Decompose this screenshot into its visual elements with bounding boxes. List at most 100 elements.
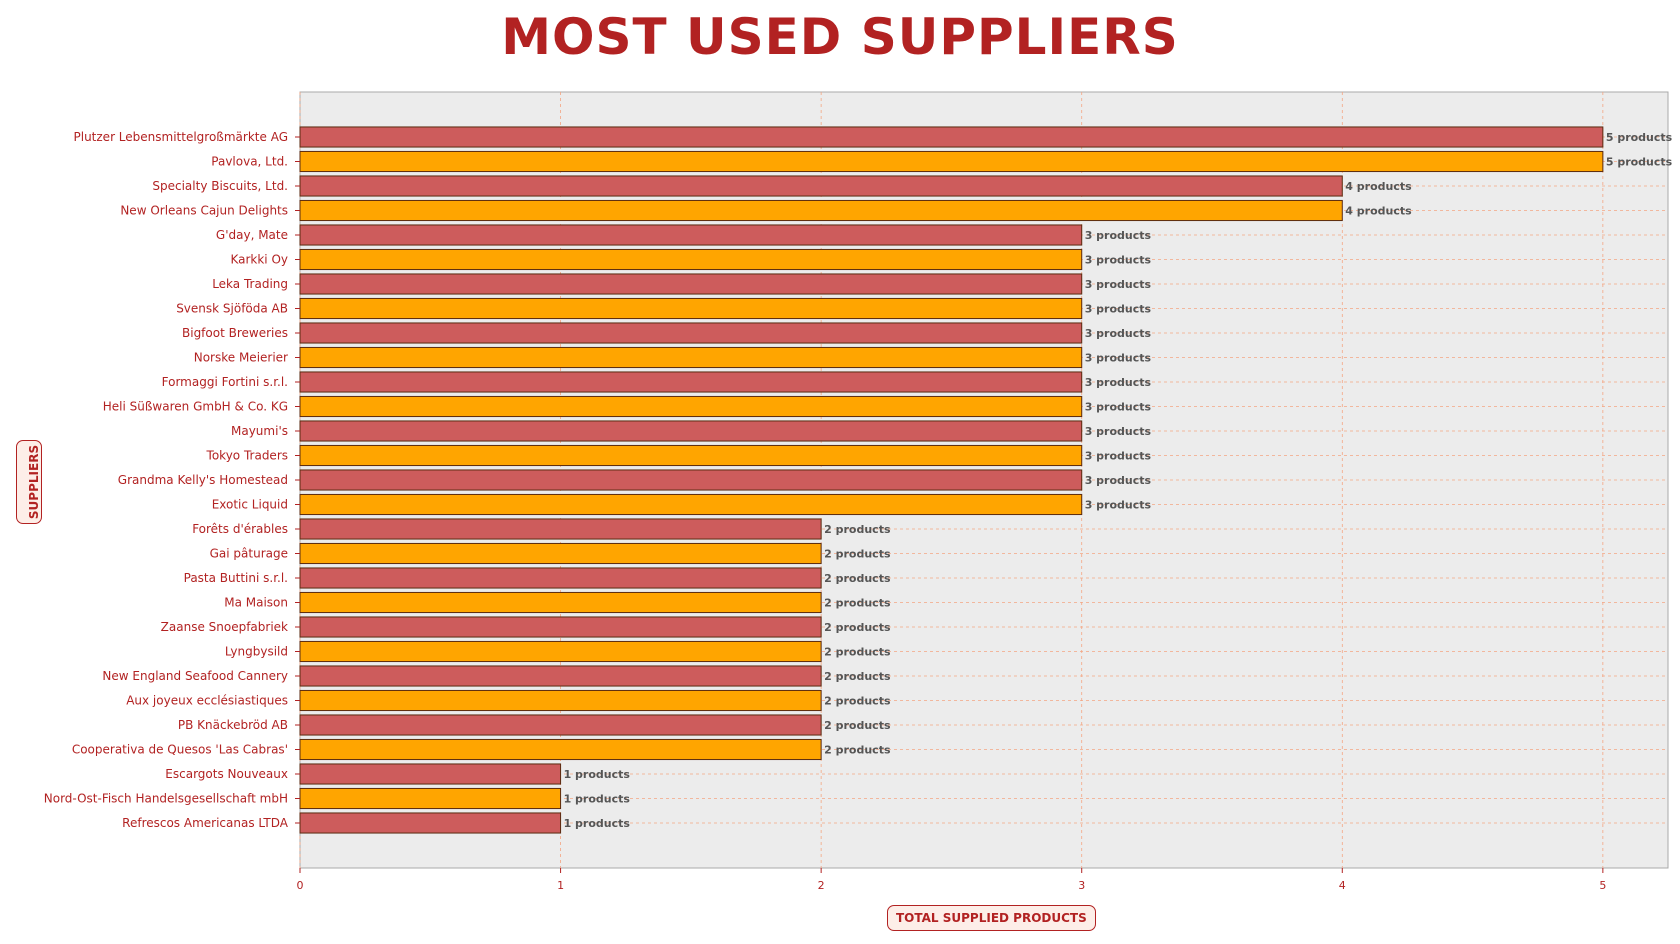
y-tick-label: PB Knäckebröd AB (178, 718, 288, 732)
y-tick-label: G'day, Mate (216, 228, 288, 242)
bar (299, 493, 1083, 516)
bars (299, 126, 1604, 834)
y-axis-label: SUPPLIERS (27, 444, 41, 520)
value-labels: 5 products 5 products 4 products 4 products… (564, 131, 1673, 830)
bar (299, 346, 1083, 369)
bar-value-label: 3 products (1085, 499, 1152, 512)
y-tick-label: Karkki Oy (230, 253, 288, 267)
y-tick-label: Gai pâturage (210, 547, 288, 561)
bar (299, 714, 822, 736)
bar (299, 297, 1083, 320)
bar (299, 542, 822, 565)
y-tick-label: Ma Maison (224, 596, 288, 610)
bar-value-label: 2 products (824, 695, 891, 708)
bar-value-label: 1 products (564, 793, 631, 806)
bar-value-label: 4 products (1345, 180, 1412, 193)
bar-value-label: 3 products (1085, 376, 1152, 389)
bar-value-label: 2 products (824, 719, 891, 732)
y-tick-label: Exotic Liquid (212, 498, 288, 512)
y-tick-label: Pavlova, Ltd. (211, 155, 288, 169)
x-tick-labels: 0 1 2 3 4 5 (297, 868, 1606, 892)
bar (299, 640, 822, 663)
bar-value-label: 3 products (1085, 425, 1152, 438)
x-tick-label: 1 (557, 879, 564, 892)
x-tick-label: 4 (1339, 879, 1346, 892)
bar (299, 371, 1083, 393)
bar-value-label: 3 products (1085, 303, 1152, 316)
bar-value-label: 2 products (824, 621, 891, 634)
bar-value-label: 2 products (824, 670, 891, 683)
bar-value-label: 1 products (564, 817, 631, 830)
y-tick-label: Heli Süßwaren GmbH & Co. KG (103, 400, 288, 414)
y-tick-labels: Plutzer Lebensmittelgroßmärkte AG Pavlova… (44, 130, 300, 830)
bar (299, 738, 822, 761)
y-tick-label: Pasta Buttini s.r.l. (184, 571, 288, 585)
x-tick-label: 5 (1599, 879, 1606, 892)
bar-value-label: 5 products (1606, 131, 1673, 144)
bar (299, 787, 562, 810)
bar-value-label: 3 products (1085, 327, 1152, 340)
bar (299, 420, 1083, 442)
bar-value-label: 3 products (1085, 450, 1152, 463)
y-tick-label: Norske Meierier (194, 351, 288, 365)
bar (299, 469, 1083, 491)
bar-value-label: 3 products (1085, 401, 1152, 414)
bar (299, 689, 822, 712)
bar (299, 616, 822, 638)
y-tick-label: Tokyo Traders (206, 449, 288, 463)
y-tick-label: Mayumi's (231, 424, 288, 438)
bar-value-label: 4 products (1345, 205, 1412, 218)
x-axis-label: TOTAL SUPPLIED PRODUCTS (887, 905, 1096, 931)
y-tick-label: Cooperativa de Quesos 'Las Cabras' (72, 743, 288, 757)
bar (299, 150, 1604, 173)
y-tick-label: Refrescos Americanas LTDA (122, 816, 289, 830)
bar-value-label: 3 products (1085, 474, 1152, 487)
y-tick-label: New Orleans Cajun Delights (120, 204, 288, 218)
y-tick-label: Lyngbysild (225, 645, 288, 659)
y-tick-label: Escargots Nouveaux (165, 767, 288, 781)
bar (299, 322, 1083, 344)
x-tick-label: 0 (297, 879, 304, 892)
bar-value-label: 2 products (824, 646, 891, 659)
bar (299, 175, 1343, 197)
bar-value-label: 2 products (824, 572, 891, 585)
bar (299, 444, 1083, 467)
bar (299, 224, 1083, 246)
bar-value-label: 1 products (564, 768, 631, 781)
y-tick-label: Forêts d'érables (192, 522, 288, 536)
bar-value-label: 2 products (824, 744, 891, 757)
bar (299, 665, 822, 687)
x-tick-label: 3 (1078, 879, 1085, 892)
y-tick-label: Plutzer Lebensmittelgroßmärkte AG (74, 130, 289, 144)
bar (299, 567, 822, 589)
y-tick-label: Zaanse Snoepfabriek (161, 620, 288, 634)
bar (299, 763, 562, 785)
bar (299, 395, 1083, 418)
bar-value-label: 2 products (824, 597, 891, 610)
bar (299, 518, 822, 540)
chart-title: MOST USED SUPPLIERS (501, 8, 1179, 66)
y-tick-label: New England Seafood Cannery (102, 669, 288, 683)
bar-value-label: 2 products (824, 548, 891, 561)
y-tick-label: Specialty Biscuits, Ltd. (152, 179, 288, 193)
bar (299, 591, 822, 614)
y-tick-label: Nord-Ost-Fisch Handelsgesellschaft mbH (44, 792, 288, 806)
bar-value-label: 2 products (824, 523, 891, 536)
y-tick-label: Grandma Kelly's Homestead (118, 473, 288, 487)
bar (299, 812, 562, 834)
bar-value-label: 5 products (1606, 156, 1673, 169)
y-tick-label: Svensk Sjöföda AB (176, 302, 288, 316)
y-tick-label: Formaggi Fortini s.r.l. (162, 375, 288, 389)
bar (299, 248, 1083, 271)
bar-value-label: 3 products (1085, 352, 1152, 365)
y-tick-label: Bigfoot Breweries (182, 326, 288, 340)
x-tick-label: 2 (818, 879, 825, 892)
bar (299, 273, 1083, 295)
y-axis-label-box (16, 440, 42, 524)
y-tick-label: Leka Trading (212, 277, 288, 291)
bar (299, 126, 1604, 148)
bar (299, 199, 1343, 222)
bar-value-label: 3 products (1085, 254, 1152, 267)
bar-value-label: 3 products (1085, 229, 1152, 242)
